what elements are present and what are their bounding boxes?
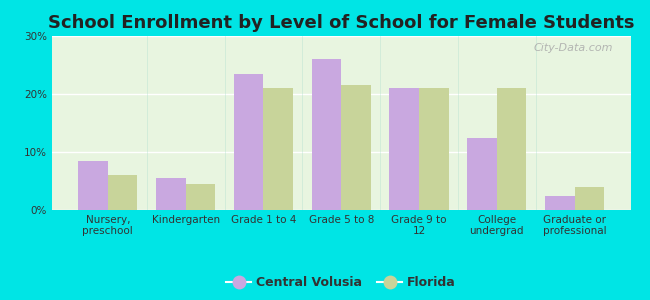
- Bar: [186, 184, 215, 210]
- Text: City-Data.com: City-Data.com: [534, 43, 613, 53]
- Title: School Enrollment by Level of School for Female Students: School Enrollment by Level of School for…: [48, 14, 634, 32]
- Bar: [497, 88, 526, 210]
- Bar: [234, 74, 263, 210]
- Bar: [467, 137, 497, 210]
- Bar: [78, 161, 108, 210]
- Bar: [156, 178, 186, 210]
- Bar: [545, 196, 575, 210]
- Bar: [312, 59, 341, 210]
- Bar: [419, 88, 448, 210]
- Bar: [575, 187, 604, 210]
- Bar: [263, 88, 293, 210]
- Bar: [108, 175, 137, 210]
- Bar: [389, 88, 419, 210]
- Bar: [341, 85, 370, 210]
- Legend: Central Volusia, Florida: Central Volusia, Florida: [222, 271, 461, 294]
